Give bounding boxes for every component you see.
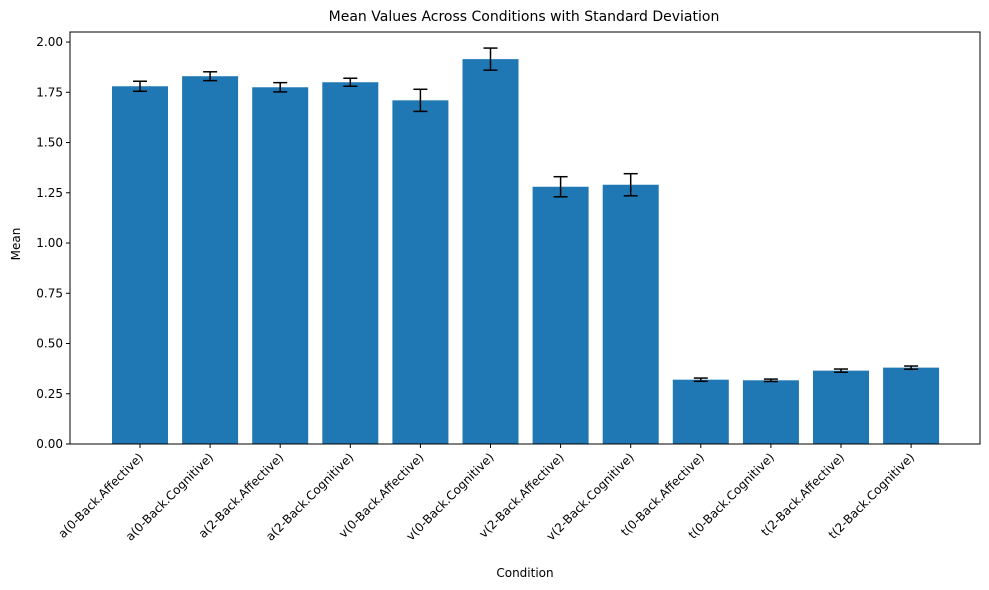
y-tick-label: 0.25 bbox=[36, 387, 63, 401]
y-tick-label: 0.00 bbox=[36, 437, 63, 451]
error-bar bbox=[203, 71, 218, 82]
bars-group bbox=[112, 59, 940, 445]
bar bbox=[672, 379, 729, 444]
error-bar bbox=[413, 88, 428, 113]
plot-frame bbox=[69, 31, 981, 445]
y-tick-label: 2.00 bbox=[36, 35, 63, 49]
bar bbox=[322, 82, 379, 445]
y-tick-label: 0.50 bbox=[36, 337, 63, 351]
bar bbox=[532, 186, 589, 444]
error-bar bbox=[763, 378, 778, 383]
errorbars-group bbox=[133, 47, 919, 383]
error-bar bbox=[343, 77, 358, 88]
error-bar bbox=[133, 80, 147, 93]
chart-title: Mean Values Across Conditions with Stand… bbox=[329, 9, 720, 25]
y-tick-label: 0.75 bbox=[36, 286, 63, 300]
error-bar bbox=[904, 365, 919, 370]
error-bar bbox=[623, 172, 638, 197]
bar bbox=[392, 100, 449, 444]
y-axis: 0.00 0.25 0.50 0.75 1.00 1.25 1.50 1.75 2.00 bbox=[36, 35, 70, 451]
y-tick-label: 1.50 bbox=[36, 136, 63, 150]
bar bbox=[602, 184, 659, 445]
bar bbox=[252, 87, 309, 444]
bar bbox=[883, 367, 940, 444]
bar bbox=[742, 380, 799, 444]
y-tick-label: 1.00 bbox=[36, 236, 63, 250]
error-bar bbox=[693, 377, 708, 383]
bar bbox=[182, 76, 239, 445]
error-bar bbox=[553, 175, 568, 198]
bar bbox=[462, 59, 519, 444]
x-axis: a(0-Back.Affective)a(0-Back.Cognitive)a(… bbox=[55, 444, 917, 544]
y-tick-label: 1.25 bbox=[36, 186, 63, 200]
y-axis-label: Mean bbox=[9, 228, 23, 261]
error-bar bbox=[834, 368, 848, 374]
x-axis-label: Condition bbox=[496, 566, 553, 580]
error-bar bbox=[273, 81, 288, 93]
error-bar bbox=[483, 47, 498, 71]
y-tick-label: 1.75 bbox=[36, 85, 63, 99]
bar bbox=[813, 370, 869, 444]
bar bbox=[112, 86, 168, 444]
